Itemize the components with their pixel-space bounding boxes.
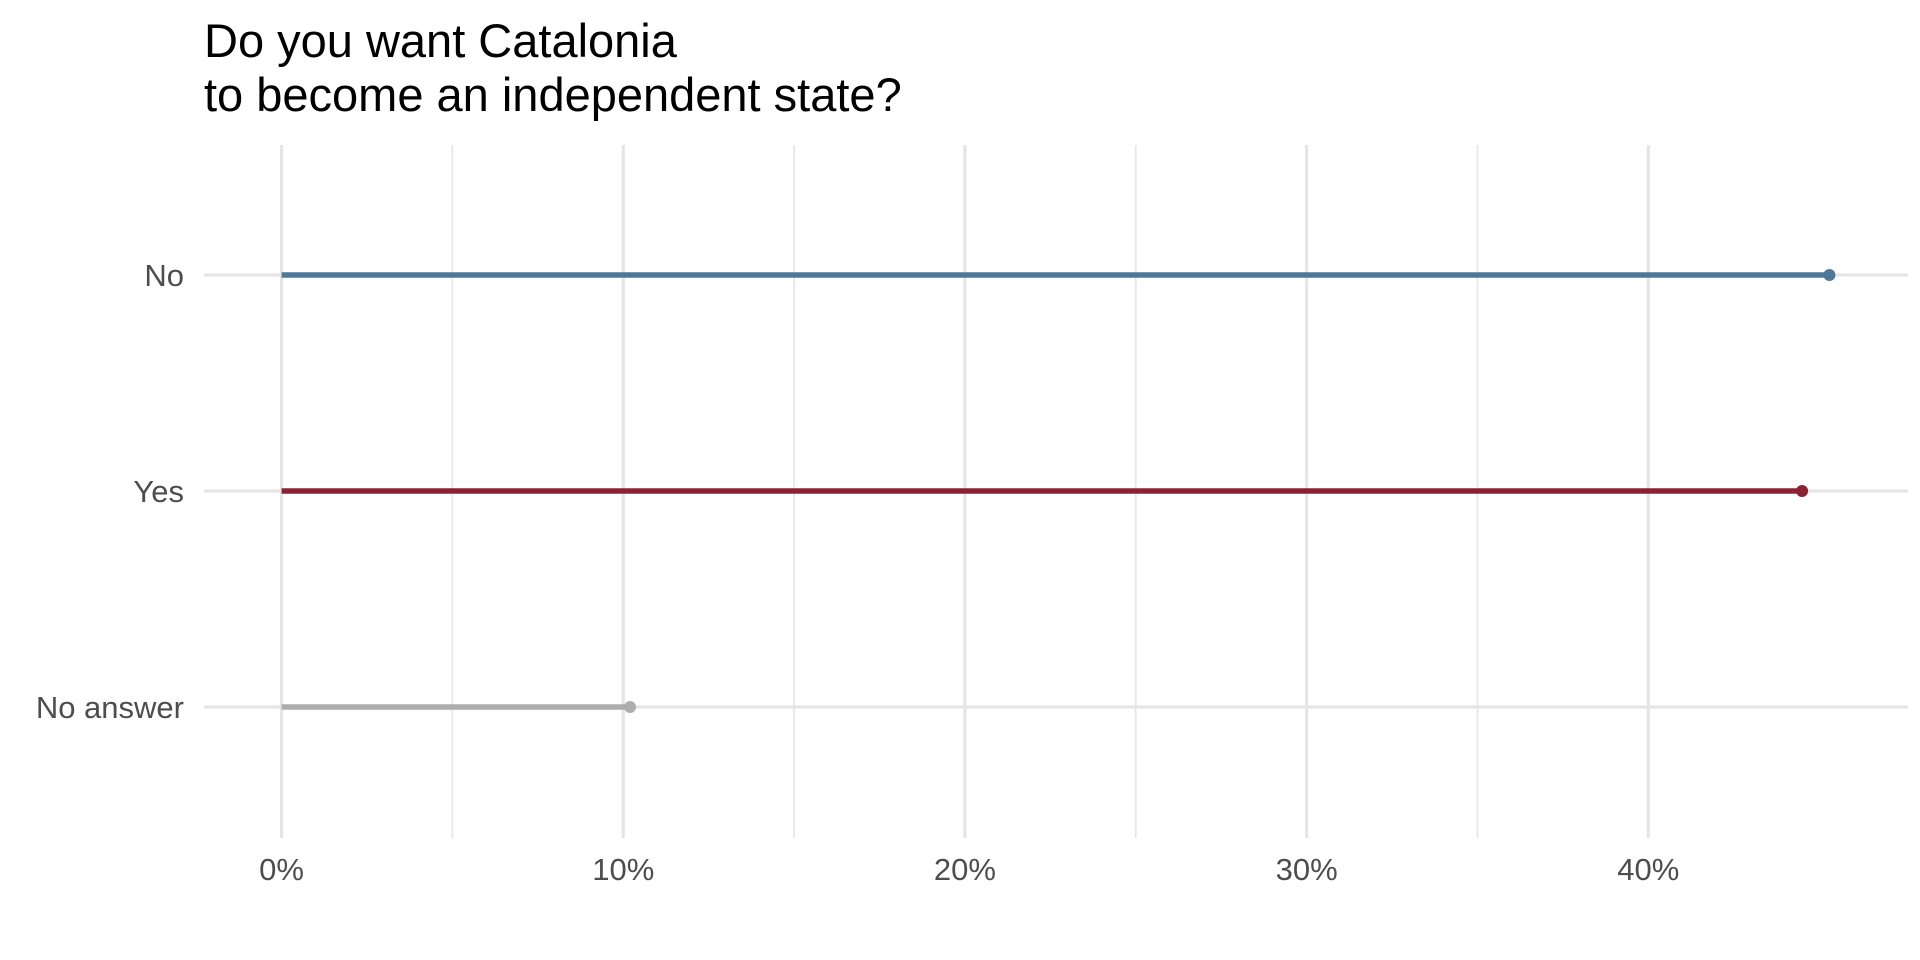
x-tick-label: 40% [1617,852,1679,887]
marks-layer [281,269,1836,713]
lollipop-point-no [1823,269,1836,281]
x-tick-label: 10% [592,852,654,887]
chart-title-line-1: Do you want Catalonia [204,14,677,67]
chart-title-line-2: to become an independent state? [204,68,902,121]
chart-title: Do you want Catalonia to become an indep… [204,14,902,122]
lollipop-point-no-answer [624,701,637,713]
y-tick-label: No [144,258,184,293]
y-tick-label: No answer [36,690,184,725]
lollipop-point-yes [1796,485,1809,497]
x-tick-label: 30% [1276,852,1338,887]
labels-layer: No Yes No answer 0% 10% 20% 30% 40% [36,258,1680,887]
x-tick-label: 20% [934,852,996,887]
x-tick-label: 0% [259,852,304,887]
y-tick-label: Yes [133,474,184,509]
